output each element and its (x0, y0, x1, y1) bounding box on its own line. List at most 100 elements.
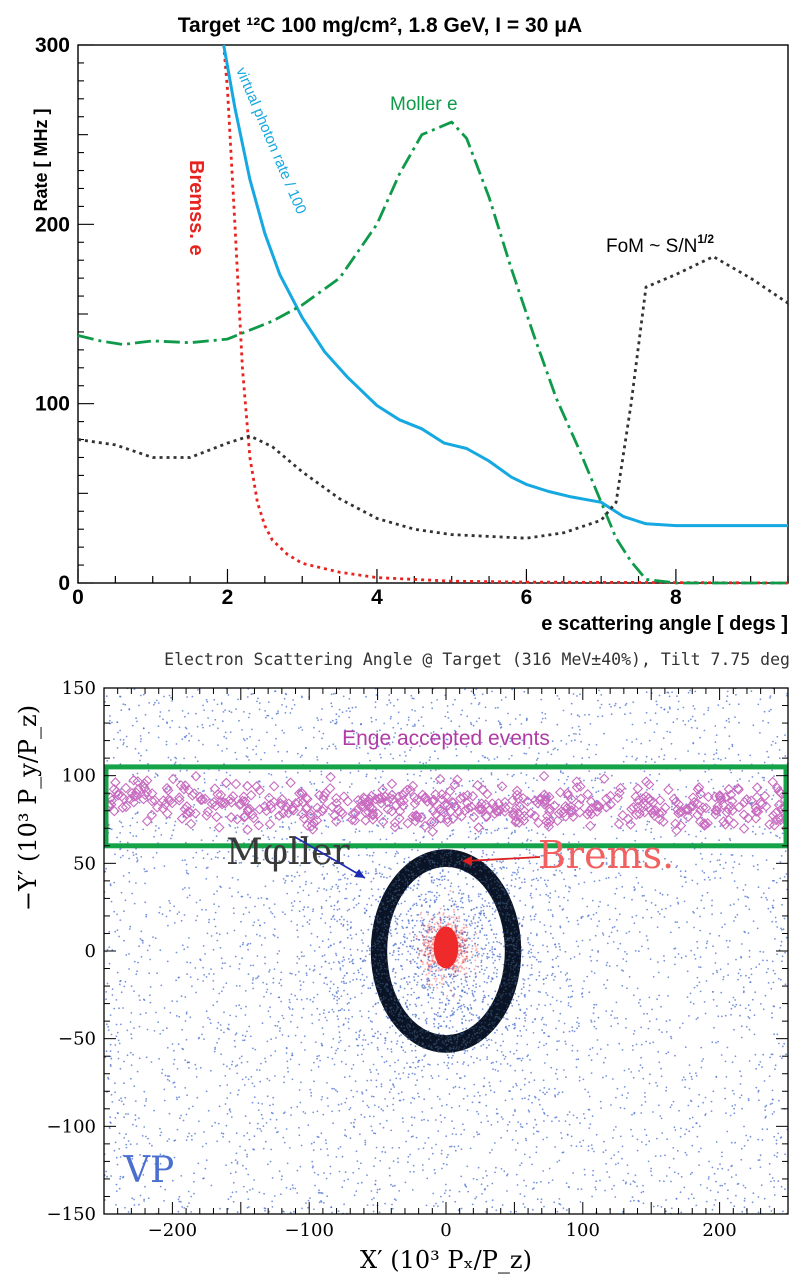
vp-point (215, 779, 217, 781)
vp-point (535, 1152, 537, 1154)
vp-point (775, 917, 777, 919)
vp-point (217, 852, 219, 854)
vp-point (245, 935, 247, 937)
vp-point (296, 998, 298, 1000)
vp-point (679, 1027, 681, 1029)
vp-point (411, 915, 413, 917)
vp-point (445, 1135, 447, 1137)
vp-point (325, 922, 327, 924)
vp-point (668, 692, 670, 694)
vp-point (555, 1073, 557, 1075)
vp-point (146, 870, 148, 872)
vp-point (160, 711, 162, 713)
vp-point (521, 1098, 523, 1100)
vp-point (264, 922, 266, 924)
vp-point (166, 1027, 168, 1029)
vp-point (511, 775, 513, 777)
vp-point (678, 953, 680, 955)
vp-point (219, 933, 221, 935)
vp-point (201, 724, 203, 726)
vp-point (730, 828, 732, 830)
vp-point (591, 780, 593, 782)
vp-point (345, 1018, 347, 1020)
vp-point (461, 785, 463, 787)
vp-point (542, 718, 544, 720)
vp-point (670, 1106, 672, 1108)
vp-point (773, 775, 775, 777)
vp-point (318, 1066, 320, 1068)
vp-point (684, 724, 686, 726)
vp-point (230, 1111, 232, 1113)
vp-point (633, 1033, 635, 1035)
vp-point (217, 1022, 219, 1024)
vp-point (535, 913, 537, 915)
vp-point (285, 693, 287, 695)
vp-point (291, 1053, 293, 1055)
vp-point (389, 953, 391, 955)
vp-point (340, 1040, 342, 1042)
vp-point (439, 884, 441, 886)
vp-point (577, 1050, 579, 1052)
vp-point (433, 1205, 435, 1207)
vp-point (727, 1047, 729, 1049)
vp-point (453, 973, 455, 975)
vp-point (226, 748, 228, 750)
vp-point (721, 1016, 723, 1018)
vp-point (533, 879, 535, 881)
vp-point (467, 932, 469, 934)
vp-point (375, 1184, 377, 1186)
vp-point (288, 1006, 290, 1008)
vp-point (663, 955, 665, 957)
vp-point (494, 1172, 496, 1174)
vp-point (727, 963, 729, 965)
vp-point (487, 1185, 489, 1187)
vp-point (238, 968, 240, 970)
vp-point (533, 1127, 535, 1129)
vp-point (705, 1013, 707, 1015)
vp-point (321, 1096, 323, 1098)
vp-point (511, 1098, 513, 1100)
vp-point (563, 897, 565, 899)
vp-point (339, 942, 341, 944)
vp-point (486, 832, 488, 834)
vp-point (771, 1054, 773, 1056)
vp-point (426, 983, 428, 985)
vp-point (770, 695, 772, 697)
vp-point (556, 1040, 558, 1042)
vp-point (439, 879, 441, 881)
vp-point (482, 1177, 484, 1179)
vp-point (602, 789, 604, 791)
vp-point (633, 1077, 635, 1079)
vp-point (476, 1014, 478, 1016)
vp-point (578, 1023, 580, 1025)
vp-point (473, 1136, 475, 1138)
vp-point (759, 1061, 761, 1063)
vp-point (532, 1209, 534, 1211)
vp-point (191, 735, 193, 737)
vp-point (213, 988, 215, 990)
vp-point (457, 974, 459, 976)
vp-point (523, 1025, 525, 1027)
vp-point (435, 1014, 437, 1016)
vp-point (715, 1199, 717, 1201)
vp-point (526, 1029, 528, 1031)
vp-point (676, 1198, 678, 1200)
vp-point (185, 1020, 187, 1022)
vp-point (109, 963, 111, 965)
vp-point (577, 920, 579, 922)
vp-point (635, 1174, 637, 1176)
vp-point (119, 730, 121, 732)
vp-point (418, 1060, 420, 1062)
vp-point (592, 1115, 594, 1117)
vp-point (186, 1039, 188, 1041)
vp-point (454, 1146, 456, 1148)
vp-point (361, 1182, 363, 1184)
vp-point (473, 1178, 475, 1180)
vp-point (109, 1127, 111, 1129)
vp-point (268, 773, 270, 775)
vp-point (231, 711, 233, 713)
vp-point (414, 1073, 416, 1075)
vp-point (339, 919, 341, 921)
vp-point (666, 1175, 668, 1177)
vp-point (669, 696, 671, 698)
